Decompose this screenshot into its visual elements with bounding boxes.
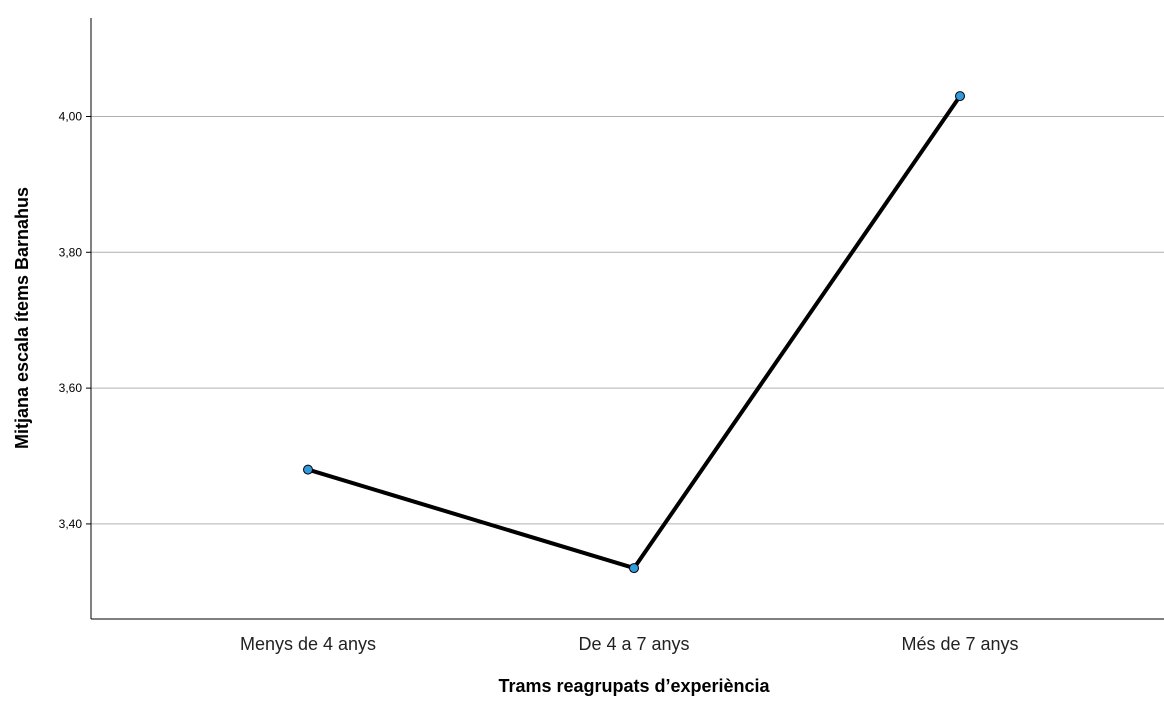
data-point <box>303 464 313 475</box>
data-point <box>629 563 639 574</box>
y-tick-label: 3,80 <box>59 245 83 259</box>
x-tick-label: De 4 a 7 anys <box>578 634 689 654</box>
gridlines <box>86 115 1164 525</box>
x-axis-title: Trams reagrupats d’experiència <box>498 676 770 696</box>
y-tick-label: 4,00 <box>59 109 83 123</box>
axes <box>90 18 1164 620</box>
x-tick-label: Més de 7 anys <box>901 634 1018 654</box>
y-tick-labels: 3,40 3,60 3,80 4,00 <box>59 109 83 530</box>
data-point <box>955 91 965 102</box>
y-tick-label: 3,40 <box>59 517 83 531</box>
x-tick-labels: Menys de 4 anys De 4 a 7 anys Més de 7 any… <box>240 634 1019 654</box>
series-layer <box>303 91 965 574</box>
series-line <box>307 94 962 571</box>
x-tick-label: Menys de 4 anys <box>240 634 376 654</box>
y-axis-title: Mitjana escala ítems Barnahus <box>12 187 32 449</box>
y-tick-label: 3,60 <box>59 381 83 395</box>
